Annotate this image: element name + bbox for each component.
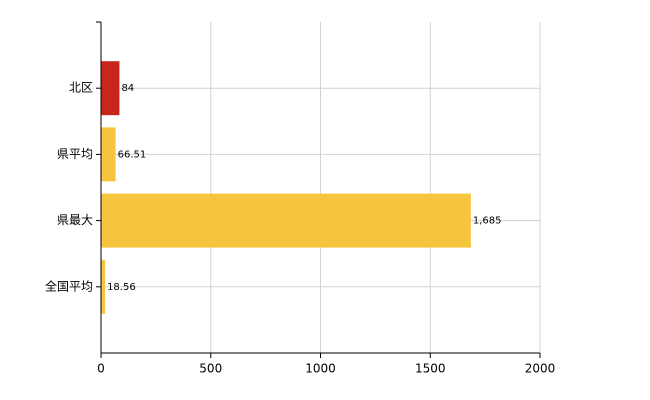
value-label: 66.51 — [118, 149, 147, 160]
bar — [101, 259, 106, 314]
y-tick-label: 全国平均 — [45, 278, 93, 293]
x-tick-label: 1000 — [305, 362, 336, 376]
y-tick-label: 県最大 — [57, 213, 93, 227]
x-tick-label: 0 — [97, 362, 105, 376]
y-tick-label: 北区 — [69, 81, 93, 95]
x-tick-label: 1500 — [415, 362, 446, 376]
bar — [101, 61, 120, 116]
bar — [101, 127, 116, 182]
x-tick-label: 2000 — [525, 362, 556, 376]
bar — [101, 193, 471, 248]
value-label: 1,685 — [473, 216, 502, 227]
value-label: 18.56 — [107, 282, 136, 293]
x-tick-label: 500 — [199, 362, 222, 376]
y-tick-label: 県平均 — [57, 147, 93, 161]
value-label: 84 — [121, 83, 134, 94]
